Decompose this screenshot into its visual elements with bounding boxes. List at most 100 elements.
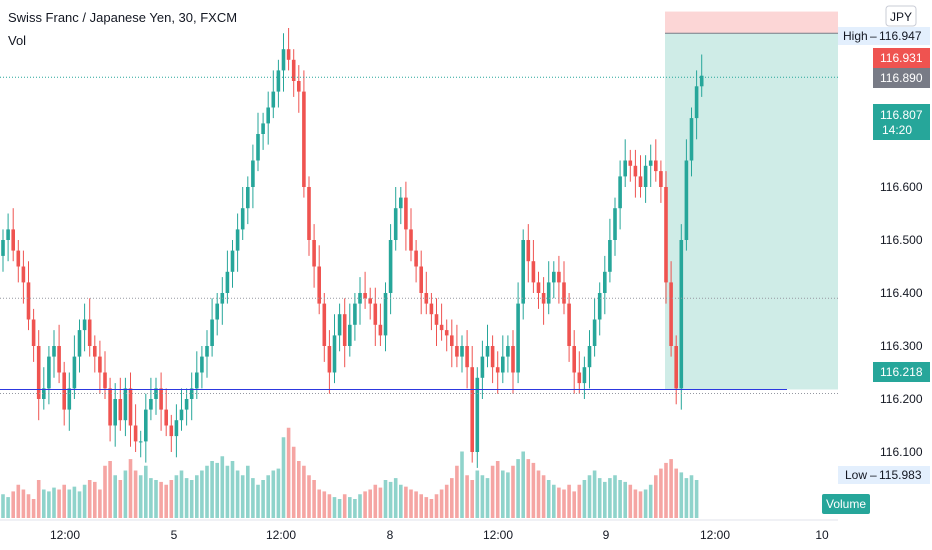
candle-body	[643, 165, 648, 187]
volume-bar	[67, 489, 72, 518]
candle-body	[42, 388, 46, 399]
candle-body	[26, 282, 31, 320]
x-tick-label: 10	[815, 528, 829, 542]
candle-body	[87, 319, 92, 346]
candle-body	[572, 346, 576, 373]
volume-bar	[654, 475, 658, 518]
volume-bar	[184, 478, 189, 518]
candle-body	[480, 356, 485, 378]
candle-body	[1, 240, 5, 256]
candle-body	[674, 346, 678, 389]
volume-bar	[516, 459, 520, 518]
candle-body	[557, 271, 561, 283]
volume-bar	[47, 491, 51, 518]
volume-indicator-label[interactable]: Vol	[8, 33, 27, 48]
volume-bar	[52, 487, 56, 518]
volume-bar	[62, 484, 66, 518]
candle-body	[511, 346, 515, 373]
volume-bar	[281, 437, 286, 518]
candle-body	[399, 197, 403, 209]
volume-bar	[694, 480, 699, 518]
time-axis-ticks: 12:00 5 12:00 8 12:00 9 12:00 10	[50, 528, 829, 542]
candle-body	[302, 91, 306, 187]
volume-bar	[582, 480, 587, 518]
volume-bar	[358, 494, 362, 518]
stop-price-value: 116.931	[880, 51, 923, 65]
volume-bars	[1, 427, 699, 518]
candle-body	[552, 271, 556, 283]
x-tick-label: 12:00	[50, 528, 80, 542]
position-zones	[665, 11, 858, 390]
candle-body	[337, 314, 342, 336]
volume-bar	[648, 484, 653, 518]
candle-body	[577, 372, 582, 384]
y-tick-label: 116.500	[880, 233, 923, 247]
candle-body	[490, 346, 495, 368]
volume-bar	[664, 462, 668, 518]
volume-bar	[133, 470, 138, 518]
volume-bar	[154, 480, 158, 518]
volume-bar	[546, 480, 551, 518]
candle-body	[460, 346, 464, 357]
volume-bar	[123, 470, 128, 518]
candle-body	[52, 346, 56, 357]
candle-body	[516, 303, 520, 373]
candle-body	[623, 160, 627, 177]
candle-body	[546, 282, 551, 304]
candle-body	[409, 229, 413, 251]
volume-bar	[87, 480, 92, 518]
candle-body	[689, 118, 694, 161]
x-tick-label: 12:00	[266, 528, 296, 542]
candle-body	[251, 160, 255, 187]
candle-body	[6, 229, 10, 240]
volume-bar	[633, 489, 638, 518]
volume-bar	[342, 494, 347, 518]
high-label: High	[843, 29, 868, 43]
candle-body	[531, 261, 536, 283]
candle-body	[149, 399, 153, 410]
volume-bar	[149, 478, 153, 518]
volume-bar	[684, 478, 689, 518]
volume-bar	[659, 468, 663, 518]
y-tick-label: 116.100	[880, 445, 923, 459]
candle-body	[659, 171, 663, 187]
volume-bar	[93, 481, 97, 518]
volume-bar	[455, 465, 459, 518]
candle-body	[465, 346, 469, 368]
candle-body	[404, 197, 408, 230]
currency-button[interactable]	[885, 5, 917, 27]
candlesticks	[1, 28, 704, 468]
volume-bar	[317, 489, 321, 518]
volume-bar	[669, 459, 673, 518]
stop-loss-zone[interactable]	[665, 11, 858, 34]
candle-body	[648, 160, 653, 166]
volume-bar	[643, 489, 648, 518]
entry-price-value: 116.890	[880, 71, 923, 85]
volume-bar	[628, 484, 633, 518]
candle-body	[82, 319, 87, 331]
candle-body	[62, 372, 66, 410]
volume-bar	[567, 484, 571, 518]
volume-bar	[31, 499, 36, 518]
volume-bar	[327, 494, 332, 518]
volume-bar	[297, 461, 301, 518]
volume-bar	[159, 481, 163, 518]
volume-bar	[506, 472, 510, 518]
volume-bar	[36, 480, 41, 518]
volume-bar	[271, 470, 276, 518]
volume-bar	[521, 451, 525, 518]
volume-bar	[164, 484, 168, 518]
x-tick-label: 12:00	[483, 528, 513, 542]
volume-bar	[485, 478, 490, 518]
x-tick-label: 12:00	[700, 528, 730, 542]
volume-bar	[286, 427, 291, 518]
time-axis[interactable]	[0, 520, 838, 550]
volume-bar	[215, 462, 219, 518]
price-axis[interactable]	[838, 0, 932, 550]
volume-bar	[276, 468, 281, 518]
y-tick-label: 116.300	[880, 339, 923, 353]
candle-body	[444, 330, 449, 336]
take-profit-zone[interactable]	[665, 33, 858, 390]
volume-bar	[434, 494, 439, 518]
